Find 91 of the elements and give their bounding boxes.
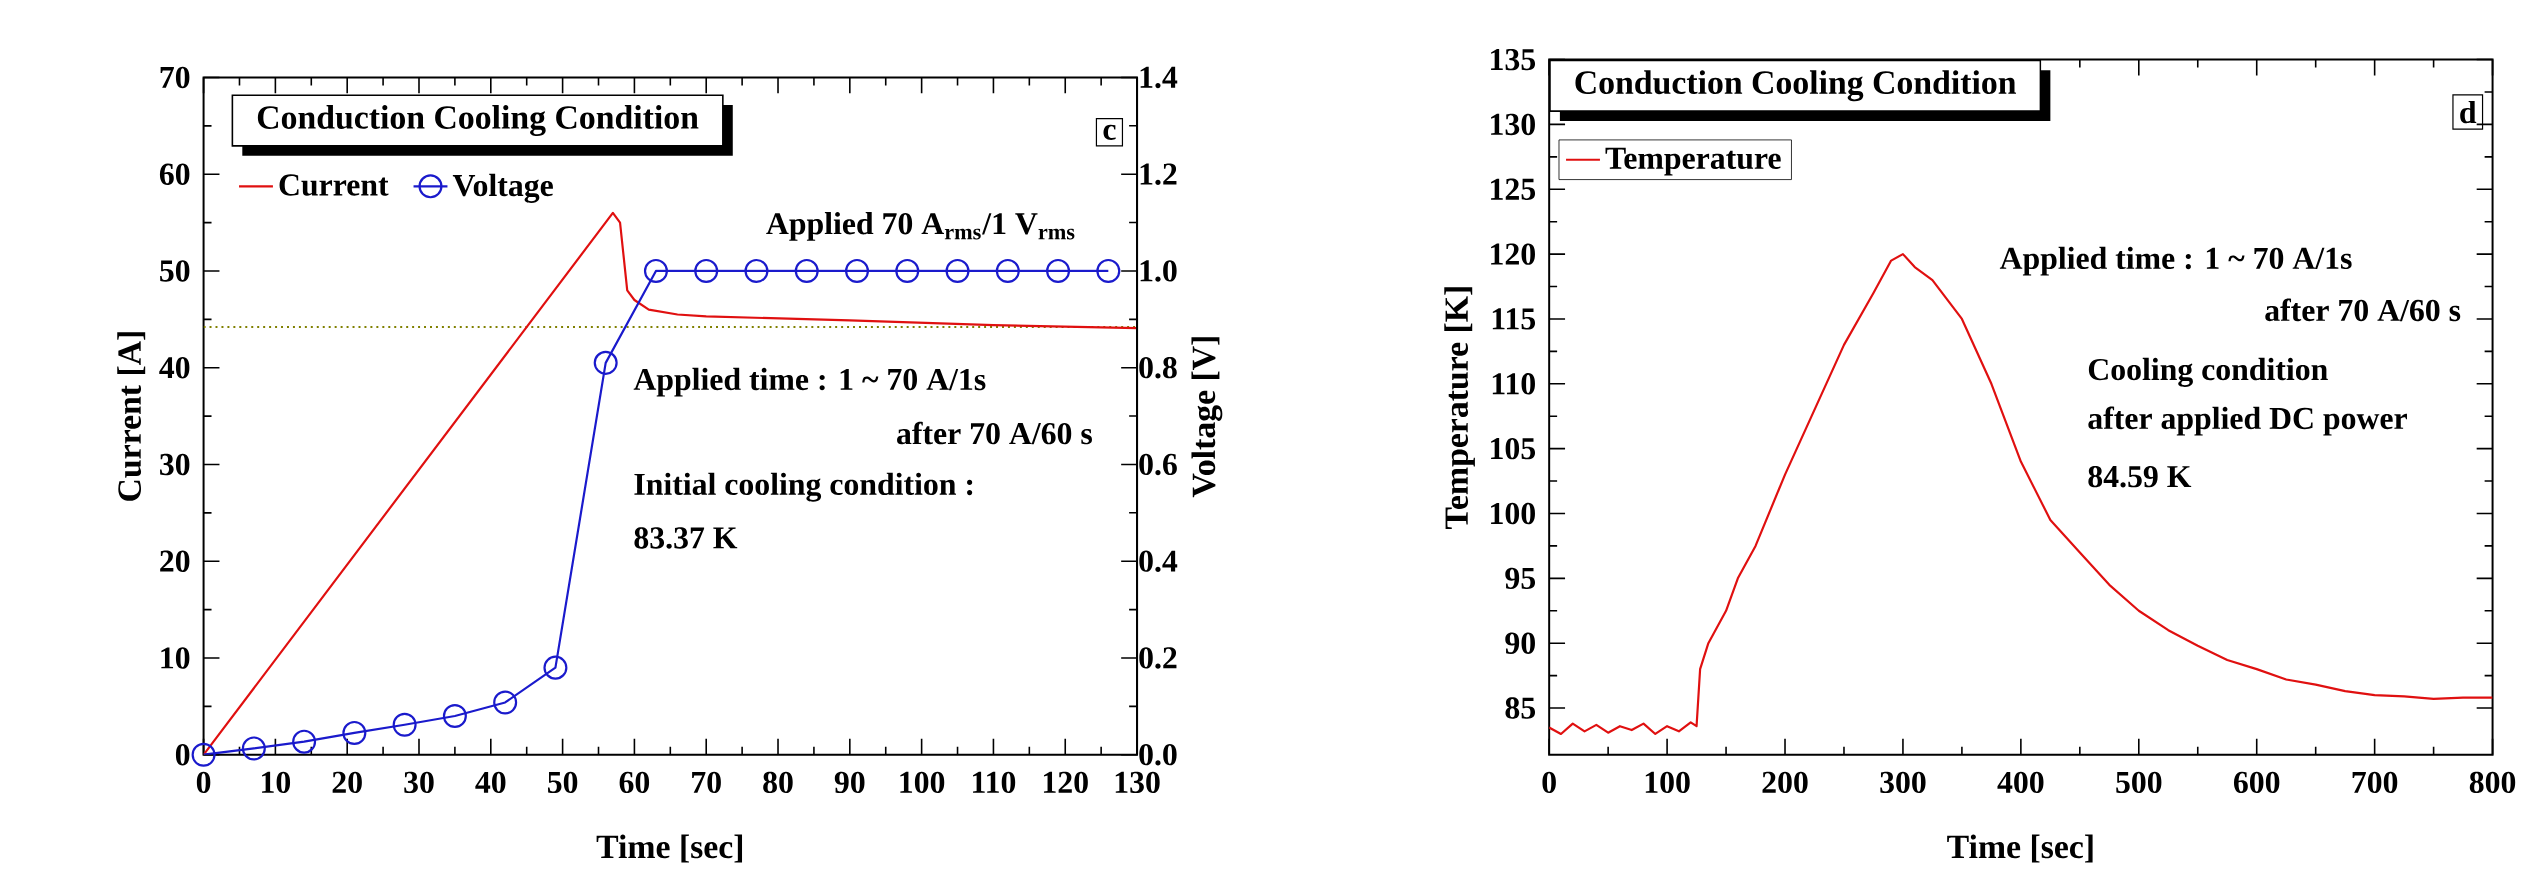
legend-label: Temperature [1605, 147, 1781, 176]
x-tick-label: 100 [900, 771, 945, 794]
x-tick-label: 400 [1997, 771, 2044, 794]
y-tick-label: 50 [160, 260, 190, 282]
y-tick-label: 70 [160, 66, 190, 89]
annotation: Applied 70 A$_{rms}$/1 V$_{rms}$ [766, 212, 1075, 241]
y-tick-label: 30 [160, 453, 190, 476]
point [593, 350, 618, 375]
annotation: Applied time : 1 ~ 70 A/1s [1999, 246, 2352, 276]
point [493, 690, 518, 715]
x-tick-label: 100 [1645, 771, 1690, 794]
point [643, 258, 668, 284]
legend-label: Current [279, 174, 389, 196]
x-tick-label: 200 [1762, 771, 1808, 794]
point [945, 258, 970, 284]
y2-tick-label: 0.8 [1139, 356, 1177, 379]
y2-tick-label: 1.4 [1140, 66, 1178, 89]
y2-axis-title: Voltage [V] [1191, 337, 1223, 498]
x-tick-label: 50 [547, 771, 578, 794]
y-tick-label: 40 [159, 357, 190, 379]
y-tick-label: 20 [160, 550, 190, 572]
annotation: after 70 A/60 s [2265, 298, 2461, 322]
y2-tick-label: 0.6 [1139, 453, 1177, 476]
point [342, 720, 367, 745]
point [895, 258, 920, 284]
y-tick-label: 110 [1492, 373, 1535, 395]
annotation: Conduction Cooling Condition [257, 105, 699, 137]
x-axis-title: Time [sec] [1947, 834, 2093, 863]
legend-label: Voltage [452, 173, 553, 203]
y2-tick-label: 1.0 [1140, 260, 1177, 282]
point [694, 258, 719, 284]
point [543, 655, 568, 680]
y2-tick-label: 0.0 [1139, 743, 1177, 766]
y-tick-label: 10 [161, 647, 190, 669]
x-tick-label: 130 [1115, 771, 1160, 794]
point [241, 736, 266, 761]
y-tick-label: 100 [1491, 502, 1535, 525]
annotation: 83.37 K [634, 527, 738, 549]
y-tick-label: 85 [1505, 697, 1536, 719]
y2-tick-label: 0.4 [1139, 550, 1178, 573]
x-tick-label: 800 [2469, 771, 2516, 794]
y-tick-label: 95 [1505, 567, 1536, 590]
y2-tick-label: 1.2 [1140, 163, 1177, 185]
x-tick-label: 10 [262, 771, 291, 794]
point [794, 258, 819, 284]
point [392, 712, 417, 737]
x-tick-label: 110 [973, 771, 1016, 794]
x-tick-label: 70 [692, 771, 721, 794]
x-tick-label: 20 [332, 771, 362, 794]
annotation: Initial cooling condition : [634, 472, 973, 502]
x-tick-label: 60 [619, 771, 650, 794]
x-tick-label: 700 [2352, 771, 2398, 794]
x-tick-label: 30 [404, 771, 434, 794]
annotation: Cooling condition [2088, 357, 2328, 387]
x-tick-label: 600 [2233, 771, 2280, 794]
annotation: Applied time : 1 ~ 70 A/1s [633, 367, 986, 397]
x-tick-label: 500 [2116, 771, 2162, 794]
y-tick-label: 125 [1491, 178, 1536, 200]
annotation: after applied DC power [2088, 406, 2407, 436]
y-tick-label: 105 [1491, 437, 1536, 460]
point [845, 258, 870, 284]
point [442, 704, 467, 729]
y-tick-label: 115 [1492, 308, 1536, 330]
x-tick-label: 90 [834, 771, 865, 794]
y-tick-label: 130 [1491, 113, 1535, 136]
point [995, 258, 1020, 284]
annotation: Conduction Cooling Condition [1575, 70, 2017, 102]
y-axis-title: Temperature [K] [1444, 287, 1475, 530]
annotation: after 70 A/60 s [897, 421, 1092, 445]
y-axis-title: Current [A] [117, 332, 146, 501]
point [191, 742, 216, 767]
x-tick-label: 300 [1880, 771, 1926, 794]
y-tick-label: 60 [159, 163, 190, 185]
x-tick-label: 120 [1043, 771, 1088, 794]
annotation: d [2460, 100, 2477, 124]
annotation: 84.59 K [2088, 465, 2192, 488]
x-tick-label: 0 [1542, 771, 1556, 794]
point [1046, 258, 1071, 284]
x-tick-label: 80 [763, 771, 793, 794]
point [1096, 258, 1121, 284]
annotation: c [1103, 124, 1116, 140]
point [292, 729, 317, 754]
y-tick-label: 0 [175, 744, 190, 766]
y-tick-label: 120 [1491, 243, 1535, 265]
y-tick-label: 135 [1491, 48, 1536, 71]
x-tick-label: 0 [196, 771, 211, 794]
x-tick-label: 40 [475, 771, 506, 794]
point [744, 258, 769, 284]
y-tick-label: 90 [1505, 632, 1535, 654]
x-axis-title: Time [sec] [596, 834, 743, 863]
y2-tick-label: 0.2 [1139, 647, 1177, 669]
